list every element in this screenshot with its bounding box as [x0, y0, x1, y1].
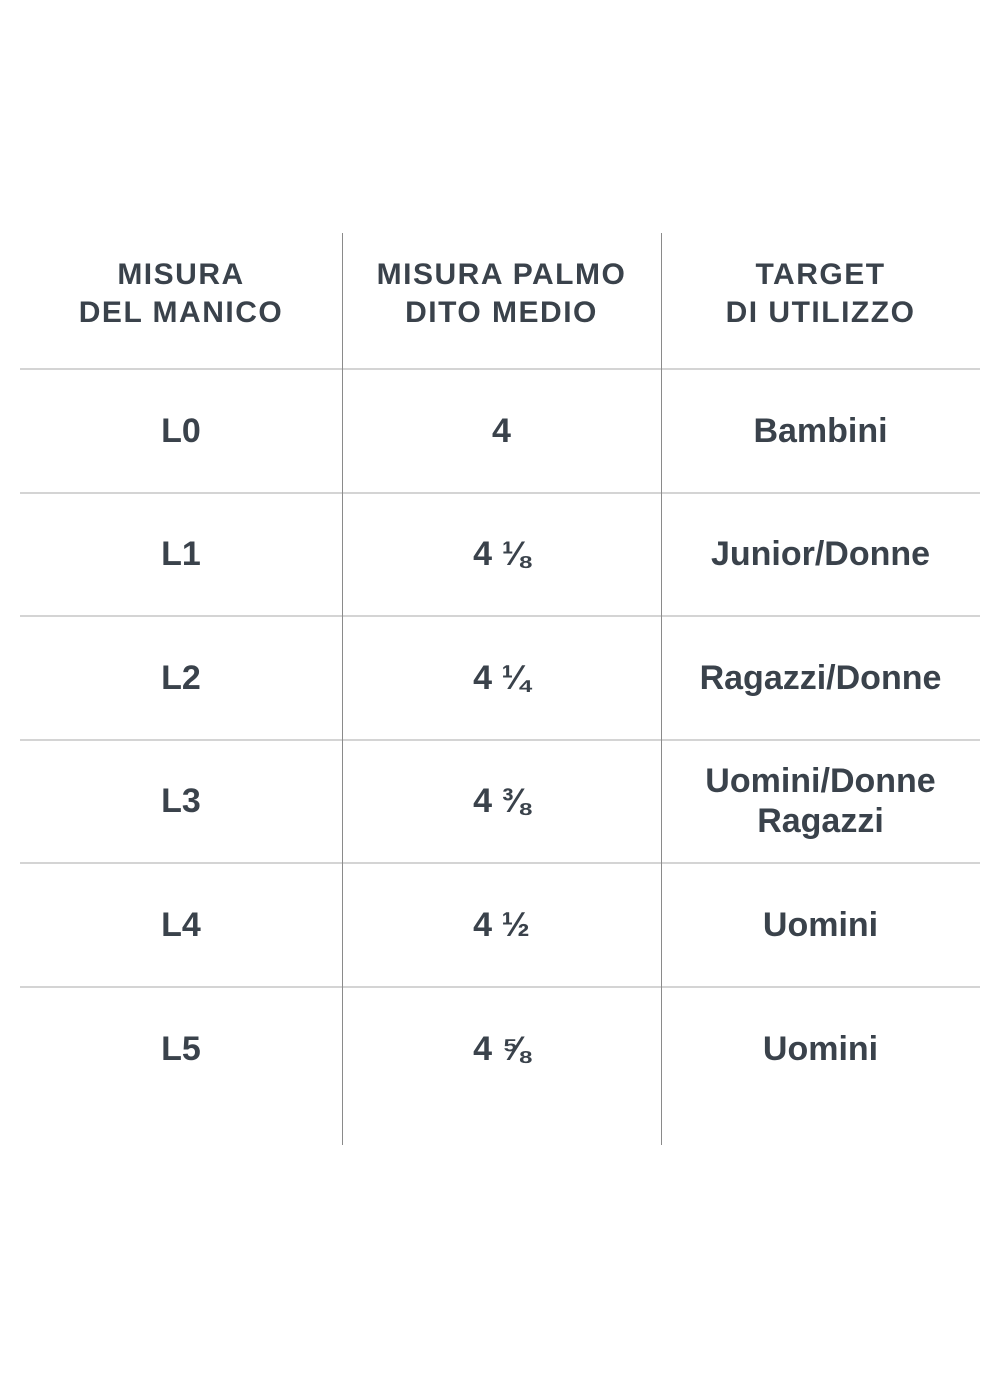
cell-handle-size-l2: L2: [20, 617, 342, 741]
cell-target-l1: Junior/Donne: [661, 494, 980, 617]
cell-target-l3: Uomini/Donne Ragazzi: [661, 741, 980, 864]
column-header-target-di-utilizzo: TARGET DI UTILIZZO: [661, 233, 980, 370]
cell-target-l4: Uomini: [661, 864, 980, 988]
size-table: MISURA DEL MANICO MISURA PALMO DITO MEDI…: [20, 233, 980, 1111]
column-header-misura-palmo-dito-medio: MISURA PALMO DITO MEDIO: [342, 233, 661, 370]
column-header-misura-del-manico: MISURA DEL MANICO: [20, 233, 342, 370]
cell-palm-size-l5: 4 ⅝: [473, 1030, 530, 1069]
column-divider-1: [342, 233, 343, 1145]
cell-handle-size-l5: L5: [161, 1030, 201, 1069]
cell-handle-size-l1: L1: [20, 494, 342, 617]
cell-handle-size-l3: L3: [20, 741, 342, 864]
cell-target-l5: Uomini: [762, 1030, 879, 1069]
column-divider-2: [661, 233, 662, 1145]
cell-target-l0: Bambini: [661, 370, 980, 494]
cell-palm-size-l0: 4: [342, 370, 661, 494]
cell-handle-size-l4: L4: [20, 864, 342, 988]
cell-target-l2: Ragazzi/Donne: [661, 617, 980, 741]
cell-palm-size-l3: 4 ⅜: [342, 741, 661, 864]
cell-palm-size-l1: 4 ⅛: [342, 494, 661, 617]
cell-palm-size-l2: 4 ¼: [342, 617, 661, 741]
cell-handle-size-l0: L0: [20, 370, 342, 494]
cell-palm-size-l4: 4 ½: [342, 864, 661, 988]
